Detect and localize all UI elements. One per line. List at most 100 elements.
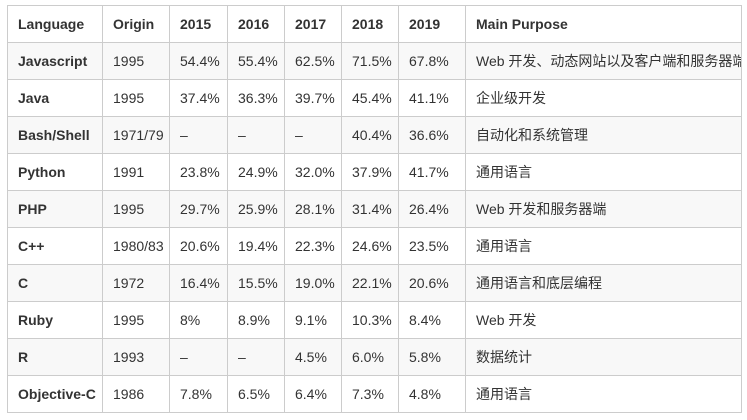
cell-language: Java — [7, 79, 103, 117]
cell-origin: 1993 — [102, 338, 170, 376]
cell-purpose: 通用语言 — [465, 375, 742, 413]
table-row-bash-shell: Bash/Shell 1971/79 – – – 40.4% 36.6% 自动化… — [7, 116, 742, 154]
cell-language: Javascript — [7, 42, 103, 80]
cell-2015: 37.4% — [169, 79, 228, 117]
cell-language: Ruby — [7, 301, 103, 339]
cell-2016: 15.5% — [227, 264, 285, 302]
cell-purpose: 企业级开发 — [465, 79, 742, 117]
column-header-language: Language — [7, 5, 103, 43]
cell-2016: – — [227, 116, 285, 154]
cell-2015: 16.4% — [169, 264, 228, 302]
cell-2015: 54.4% — [169, 42, 228, 80]
cell-2019: 26.4% — [398, 190, 466, 228]
cell-purpose: Web 开发、动态网站以及客户端和服务器端 — [465, 42, 742, 80]
cell-2015: – — [169, 116, 228, 154]
cell-2019: 8.4% — [398, 301, 466, 339]
cell-2017: 62.5% — [284, 42, 342, 80]
cell-origin: 1995 — [102, 79, 170, 117]
column-header-2018: 2018 — [341, 5, 399, 43]
cell-language: PHP — [7, 190, 103, 228]
cell-2016: 24.9% — [227, 153, 285, 191]
cell-2016: 25.9% — [227, 190, 285, 228]
cell-language: Bash/Shell — [7, 116, 103, 154]
cell-purpose: 通用语言 — [465, 153, 742, 191]
cell-purpose: 数据统计 — [465, 338, 742, 376]
cell-2018: 7.3% — [341, 375, 399, 413]
cell-origin: 1995 — [102, 190, 170, 228]
column-header-2019: 2019 — [398, 5, 466, 43]
table-row-ruby: Ruby 1995 8% 8.9% 9.1% 10.3% 8.4% Web 开发 — [7, 301, 742, 339]
column-header-origin: Origin — [102, 5, 170, 43]
table-row-java: Java 1995 37.4% 36.3% 39.7% 45.4% 41.1% … — [7, 79, 742, 117]
cell-2017: 4.5% — [284, 338, 342, 376]
language-usage-table: Language Origin 2015 2016 2017 2018 2019… — [7, 5, 742, 413]
cell-2016: 36.3% — [227, 79, 285, 117]
cell-2015: 8% — [169, 301, 228, 339]
table-row-python: Python 1991 23.8% 24.9% 32.0% 37.9% 41.7… — [7, 153, 742, 191]
cell-2015: – — [169, 338, 228, 376]
cell-purpose: Web 开发和服务器端 — [465, 190, 742, 228]
cell-2016: 19.4% — [227, 227, 285, 265]
cell-2016: – — [227, 338, 285, 376]
table-row-c: C 1972 16.4% 15.5% 19.0% 22.1% 20.6% 通用语… — [7, 264, 742, 302]
table-row-javascript: Javascript 1995 54.4% 55.4% 62.5% 71.5% … — [7, 42, 742, 80]
cell-2015: 7.8% — [169, 375, 228, 413]
cell-origin: 1995 — [102, 301, 170, 339]
cell-2018: 45.4% — [341, 79, 399, 117]
cell-language: Objective-C — [7, 375, 103, 413]
cell-2016: 6.5% — [227, 375, 285, 413]
cell-2017: 39.7% — [284, 79, 342, 117]
cell-purpose: Web 开发 — [465, 301, 742, 339]
cell-2017: 22.3% — [284, 227, 342, 265]
table-row-cpp: C++ 1980/83 20.6% 19.4% 22.3% 24.6% 23.5… — [7, 227, 742, 265]
cell-language: Python — [7, 153, 103, 191]
cell-2016: 55.4% — [227, 42, 285, 80]
cell-2019: 41.7% — [398, 153, 466, 191]
cell-language: C — [7, 264, 103, 302]
cell-2017: 32.0% — [284, 153, 342, 191]
cell-origin: 1980/83 — [102, 227, 170, 265]
column-header-2017: 2017 — [284, 5, 342, 43]
cell-2019: 41.1% — [398, 79, 466, 117]
cell-2017: 6.4% — [284, 375, 342, 413]
cell-2018: 71.5% — [341, 42, 399, 80]
cell-2018: 40.4% — [341, 116, 399, 154]
cell-2017: 9.1% — [284, 301, 342, 339]
cell-2016: 8.9% — [227, 301, 285, 339]
cell-2015: 20.6% — [169, 227, 228, 265]
cell-2019: 23.5% — [398, 227, 466, 265]
cell-2019: 4.8% — [398, 375, 466, 413]
cell-2015: 23.8% — [169, 153, 228, 191]
cell-2017: – — [284, 116, 342, 154]
table-row-objective-c: Objective-C 1986 7.8% 6.5% 6.4% 7.3% 4.8… — [7, 375, 742, 413]
column-header-main-purpose: Main Purpose — [465, 5, 742, 43]
table-row-php: PHP 1995 29.7% 25.9% 28.1% 31.4% 26.4% W… — [7, 190, 742, 228]
cell-2018: 6.0% — [341, 338, 399, 376]
cell-2019: 67.8% — [398, 42, 466, 80]
cell-2015: 29.7% — [169, 190, 228, 228]
cell-2018: 22.1% — [341, 264, 399, 302]
cell-origin: 1971/79 — [102, 116, 170, 154]
cell-purpose: 自动化和系统管理 — [465, 116, 742, 154]
cell-purpose: 通用语言 — [465, 227, 742, 265]
cell-origin: 1991 — [102, 153, 170, 191]
column-header-2015: 2015 — [169, 5, 228, 43]
cell-2019: 36.6% — [398, 116, 466, 154]
cell-2019: 5.8% — [398, 338, 466, 376]
cell-2018: 31.4% — [341, 190, 399, 228]
cell-origin: 1986 — [102, 375, 170, 413]
cell-2018: 10.3% — [341, 301, 399, 339]
cell-2018: 37.9% — [341, 153, 399, 191]
column-header-2016: 2016 — [227, 5, 285, 43]
cell-2017: 19.0% — [284, 264, 342, 302]
cell-2018: 24.6% — [341, 227, 399, 265]
cell-language: C++ — [7, 227, 103, 265]
cell-purpose: 通用语言和底层编程 — [465, 264, 742, 302]
header-row: Language Origin 2015 2016 2017 2018 2019… — [7, 5, 742, 43]
cell-language: R — [7, 338, 103, 376]
cell-origin: 1972 — [102, 264, 170, 302]
cell-origin: 1995 — [102, 42, 170, 80]
table-row-r: R 1993 – – 4.5% 6.0% 5.8% 数据统计 — [7, 338, 742, 376]
cell-2019: 20.6% — [398, 264, 466, 302]
